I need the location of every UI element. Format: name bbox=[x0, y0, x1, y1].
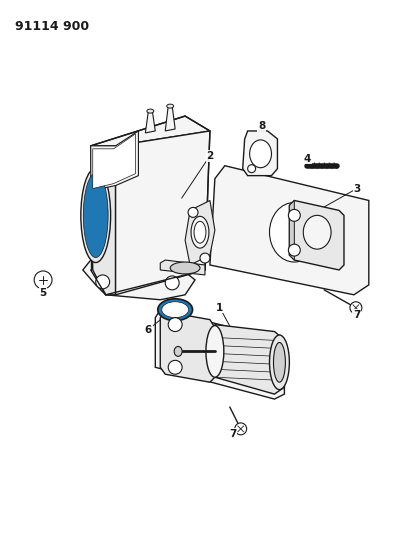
Polygon shape bbox=[160, 312, 215, 382]
Text: 6: 6 bbox=[145, 325, 152, 335]
Ellipse shape bbox=[147, 109, 154, 113]
Circle shape bbox=[235, 423, 247, 435]
Ellipse shape bbox=[194, 221, 206, 243]
Polygon shape bbox=[91, 116, 210, 146]
Circle shape bbox=[96, 275, 109, 289]
Ellipse shape bbox=[162, 302, 189, 318]
Text: 1: 1 bbox=[216, 303, 224, 313]
Ellipse shape bbox=[269, 335, 289, 390]
Polygon shape bbox=[93, 134, 135, 189]
Ellipse shape bbox=[269, 203, 319, 262]
Ellipse shape bbox=[81, 168, 111, 263]
Circle shape bbox=[188, 207, 198, 217]
Ellipse shape bbox=[206, 326, 224, 377]
Text: 7: 7 bbox=[229, 429, 236, 439]
Circle shape bbox=[165, 276, 179, 290]
Ellipse shape bbox=[191, 216, 209, 248]
Text: 8: 8 bbox=[258, 121, 265, 131]
Polygon shape bbox=[165, 106, 175, 131]
Polygon shape bbox=[289, 200, 344, 270]
Circle shape bbox=[248, 165, 256, 173]
Text: 7: 7 bbox=[353, 310, 361, 320]
Ellipse shape bbox=[167, 104, 174, 108]
Ellipse shape bbox=[86, 178, 105, 253]
Polygon shape bbox=[145, 111, 155, 133]
Ellipse shape bbox=[174, 346, 182, 357]
Circle shape bbox=[289, 244, 300, 256]
Polygon shape bbox=[185, 200, 215, 265]
Polygon shape bbox=[289, 200, 295, 260]
Circle shape bbox=[289, 209, 300, 221]
Circle shape bbox=[34, 271, 52, 289]
Text: 2: 2 bbox=[206, 151, 214, 161]
Circle shape bbox=[168, 318, 182, 332]
Ellipse shape bbox=[250, 140, 271, 168]
Ellipse shape bbox=[170, 262, 200, 274]
Text: 91114 900: 91114 900 bbox=[15, 20, 90, 33]
Polygon shape bbox=[115, 131, 210, 295]
Polygon shape bbox=[210, 166, 369, 295]
Polygon shape bbox=[160, 260, 205, 275]
Polygon shape bbox=[155, 310, 285, 399]
Polygon shape bbox=[91, 146, 115, 295]
Polygon shape bbox=[215, 325, 285, 394]
Ellipse shape bbox=[83, 173, 108, 257]
Circle shape bbox=[200, 253, 210, 263]
Text: 5: 5 bbox=[39, 288, 47, 298]
Circle shape bbox=[350, 302, 362, 313]
Polygon shape bbox=[91, 131, 139, 190]
Ellipse shape bbox=[158, 299, 193, 321]
Ellipse shape bbox=[303, 215, 331, 249]
Polygon shape bbox=[243, 131, 277, 176]
Text: 4: 4 bbox=[304, 154, 311, 164]
Circle shape bbox=[168, 360, 182, 374]
Polygon shape bbox=[83, 260, 195, 300]
Ellipse shape bbox=[273, 343, 285, 382]
Text: 3: 3 bbox=[353, 183, 361, 193]
